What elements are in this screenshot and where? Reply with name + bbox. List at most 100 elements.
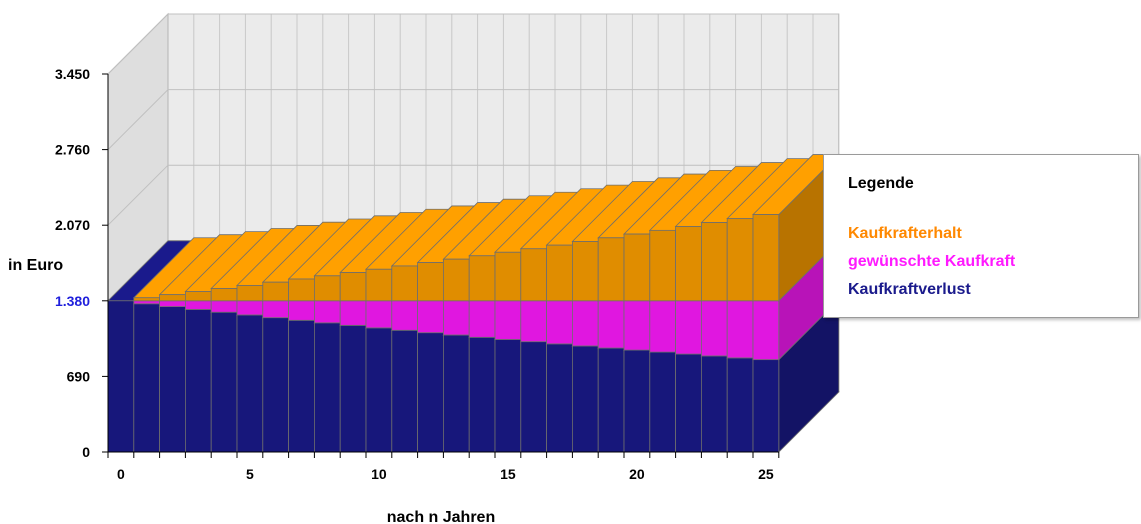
bar-front <box>520 341 547 453</box>
bar-front <box>339 324 367 453</box>
bar-front <box>675 226 702 302</box>
bar-front <box>365 300 393 329</box>
bar-front <box>752 300 780 361</box>
y-axis-title: in Euro <box>8 257 63 274</box>
bar-front <box>133 303 161 453</box>
bar-front <box>210 300 238 313</box>
bar-front <box>288 300 315 321</box>
bar-front <box>184 291 212 302</box>
bar-front <box>184 300 212 310</box>
y-tick-label: 3.450 <box>55 66 90 82</box>
bar-front <box>572 241 599 302</box>
bar-front <box>339 272 367 302</box>
bar-front <box>236 285 264 302</box>
x-tick-label: 25 <box>758 466 774 482</box>
bar-front <box>468 336 496 453</box>
x-tick-label: 10 <box>371 466 387 482</box>
bar-front <box>417 332 444 453</box>
bar-front <box>675 353 702 453</box>
bar-front <box>133 297 161 302</box>
grid-line-side <box>107 13 169 75</box>
bar-front <box>391 329 418 453</box>
bar-front <box>133 300 161 305</box>
bar-front <box>442 334 470 453</box>
x-tick-label: 0 <box>117 466 125 482</box>
bar-front <box>288 278 315 302</box>
bar-front <box>494 251 522 302</box>
bar-front <box>572 300 599 347</box>
x-tick-label: 20 <box>629 466 645 482</box>
bar-front <box>546 300 573 345</box>
bar-front <box>701 222 728 302</box>
legend-title: Legende <box>848 175 914 192</box>
bar-front <box>159 306 186 453</box>
bar-front <box>597 300 625 349</box>
chart-bars <box>107 153 840 453</box>
chart-axes: 0 690 1.380 2.070 2.760 3.450 0 5 10 15 20 25 <box>55 66 780 482</box>
bar-front <box>236 314 264 453</box>
y-tick-label: 1.380 <box>55 293 90 309</box>
bar-front <box>701 355 728 453</box>
bar-front <box>597 347 625 453</box>
bar-front <box>649 300 676 353</box>
bar-front <box>184 309 212 453</box>
bar-front <box>391 265 418 302</box>
bar-front <box>752 214 780 302</box>
bar-front <box>313 300 341 324</box>
bar-front <box>442 300 470 336</box>
bar-front <box>210 288 238 302</box>
bar-front <box>288 319 315 453</box>
x-tick-label: 15 <box>500 466 516 482</box>
grid-line-side <box>107 164 169 226</box>
y-tick-label: 2.760 <box>55 142 90 158</box>
bar-front <box>597 237 625 302</box>
legend: Legende Kaufkrafterhalt gewünschte Kaufk… <box>823 154 1139 318</box>
bar-front <box>313 275 341 302</box>
x-axis-title: nach n Jahren <box>387 509 495 524</box>
bar-front <box>365 327 393 453</box>
bar-front <box>494 339 522 453</box>
bar-front <box>520 248 547 302</box>
bar-front <box>546 343 573 453</box>
bar-front <box>468 300 496 338</box>
y-tick-label: 2.070 <box>55 217 90 233</box>
bar-front <box>623 233 651 302</box>
bar-front <box>546 244 573 302</box>
bar-front <box>494 300 522 340</box>
bar-front <box>417 300 444 334</box>
bar-front <box>236 300 264 316</box>
bar-front <box>675 300 702 355</box>
bar-front <box>339 300 367 326</box>
bar-front <box>520 300 547 343</box>
bar-front <box>365 268 393 302</box>
legend-item-kaufkrafterhalt: Kaufkrafterhalt <box>848 225 962 242</box>
bar-front <box>262 317 289 453</box>
y-tick-label: 0 <box>82 444 90 460</box>
bar-front <box>623 349 651 453</box>
bar-front <box>313 322 341 453</box>
bar-front <box>262 300 289 319</box>
bar-front <box>391 300 418 331</box>
bar-front <box>752 359 780 453</box>
bar-front <box>623 300 651 351</box>
bar-front <box>159 300 186 308</box>
y-tick-label: 690 <box>67 368 91 384</box>
x-tick-label: 5 <box>246 466 254 482</box>
legend-item-gewuenschte-kaufkraft: gewünschte Kaufkraft <box>848 253 1016 270</box>
bar-front <box>649 351 676 453</box>
bar-front <box>701 300 728 357</box>
legend-item-kaufkraftverlust: Kaufkraftverlust <box>848 281 971 298</box>
bar-front <box>210 311 238 453</box>
bar-front <box>726 300 754 359</box>
bar-front <box>262 281 289 302</box>
bar-front <box>417 262 444 302</box>
bar-front <box>442 258 470 302</box>
bar-front <box>468 255 496 302</box>
bar-front <box>572 345 599 453</box>
grid-line-side <box>107 89 169 150</box>
bar-front <box>726 218 754 302</box>
bar-front <box>107 300 135 453</box>
bar-front <box>649 229 676 302</box>
bar-front <box>726 357 754 453</box>
